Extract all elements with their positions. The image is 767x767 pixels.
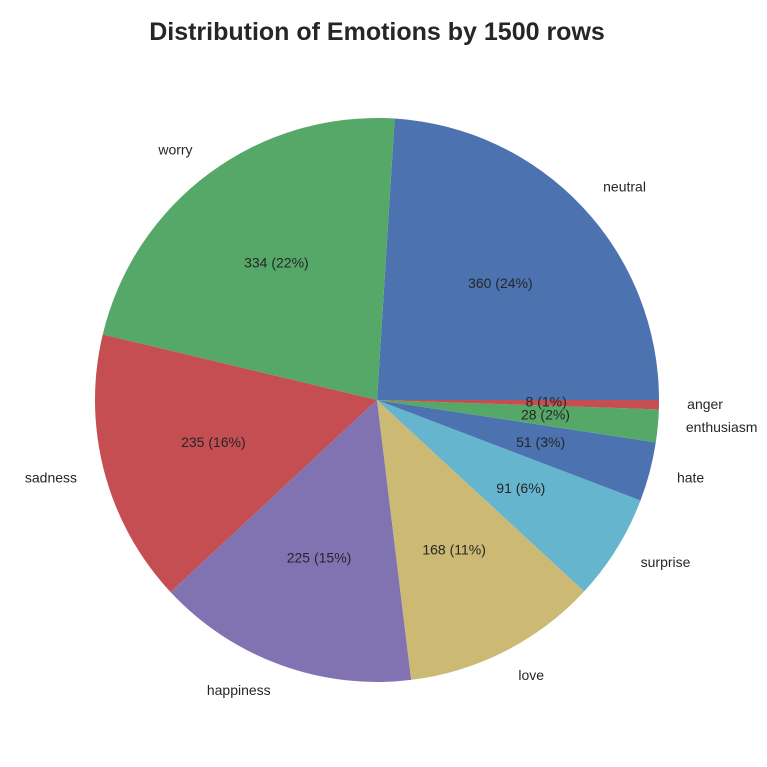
slice-label-neutral: neutral — [603, 178, 646, 194]
slice-label-happiness: happiness — [207, 682, 271, 698]
slice-label-enthusiasm: enthusiasm — [686, 419, 758, 435]
slice-label-surprise: surprise — [641, 554, 691, 570]
pie-slice-anger — [377, 400, 659, 410]
data-label-sadness: 235 (16%) — [181, 434, 246, 450]
pie-slice-sadness — [95, 334, 378, 593]
pie-slice-surprise — [377, 400, 641, 592]
pie-slice-happiness — [170, 400, 412, 682]
pie-slice-neutral — [377, 118, 659, 401]
slice-label-sadness: sadness — [25, 470, 77, 486]
pie-labels: neutral 360 (24%) worry 334 (22%) sadness 235… — [25, 141, 758, 698]
slice-label-anger: anger — [687, 396, 723, 412]
data-label-love: 168 (11%) — [422, 541, 486, 557]
pie-slice-enthusiasm — [377, 400, 659, 443]
slice-label-love: love — [518, 667, 544, 683]
data-label-worry: 334 (22%) — [244, 255, 309, 271]
data-label-hate: 51 (3%) — [516, 434, 565, 450]
slice-label-worry: worry — [157, 141, 192, 157]
data-label-enthusiasm: 28 (2%) — [521, 406, 570, 422]
pie-slice-love — [377, 400, 585, 680]
chart-title: Distribution of Emotions by 1500 rows — [149, 18, 605, 46]
pie-slice-worry — [102, 118, 395, 400]
pie-slice-hate — [377, 400, 656, 501]
data-label-anger: 8 (1%) — [526, 394, 567, 410]
data-label-surprise: 91 (6%) — [496, 480, 545, 496]
data-label-neutral: 360 (24%) — [468, 275, 533, 291]
slice-label-hate: hate — [677, 470, 704, 486]
pie-slices — [95, 118, 659, 682]
data-label-happiness: 225 (15%) — [287, 550, 352, 566]
